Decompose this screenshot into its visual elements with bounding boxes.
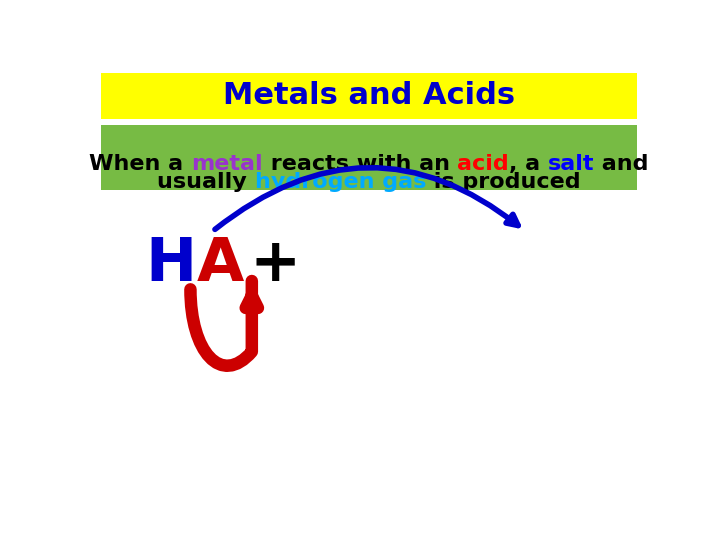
FancyBboxPatch shape (101, 73, 637, 119)
Text: reacts with an: reacts with an (263, 154, 457, 174)
Text: salt: salt (548, 154, 595, 174)
FancyBboxPatch shape (101, 125, 637, 190)
Text: A: A (197, 235, 244, 294)
Text: usually: usually (157, 172, 255, 192)
Text: +: + (250, 235, 301, 294)
Text: metal: metal (191, 154, 263, 174)
Text: When a: When a (89, 154, 191, 174)
Text: acid: acid (457, 154, 509, 174)
Text: hydrogen gas: hydrogen gas (255, 172, 426, 192)
Text: is produced: is produced (426, 172, 581, 192)
FancyArrowPatch shape (215, 167, 518, 230)
Text: and: and (595, 154, 649, 174)
Text: Metals and Acids: Metals and Acids (223, 82, 515, 111)
Text: H: H (145, 235, 197, 294)
Text: , a: , a (509, 154, 548, 174)
FancyArrowPatch shape (246, 295, 258, 308)
